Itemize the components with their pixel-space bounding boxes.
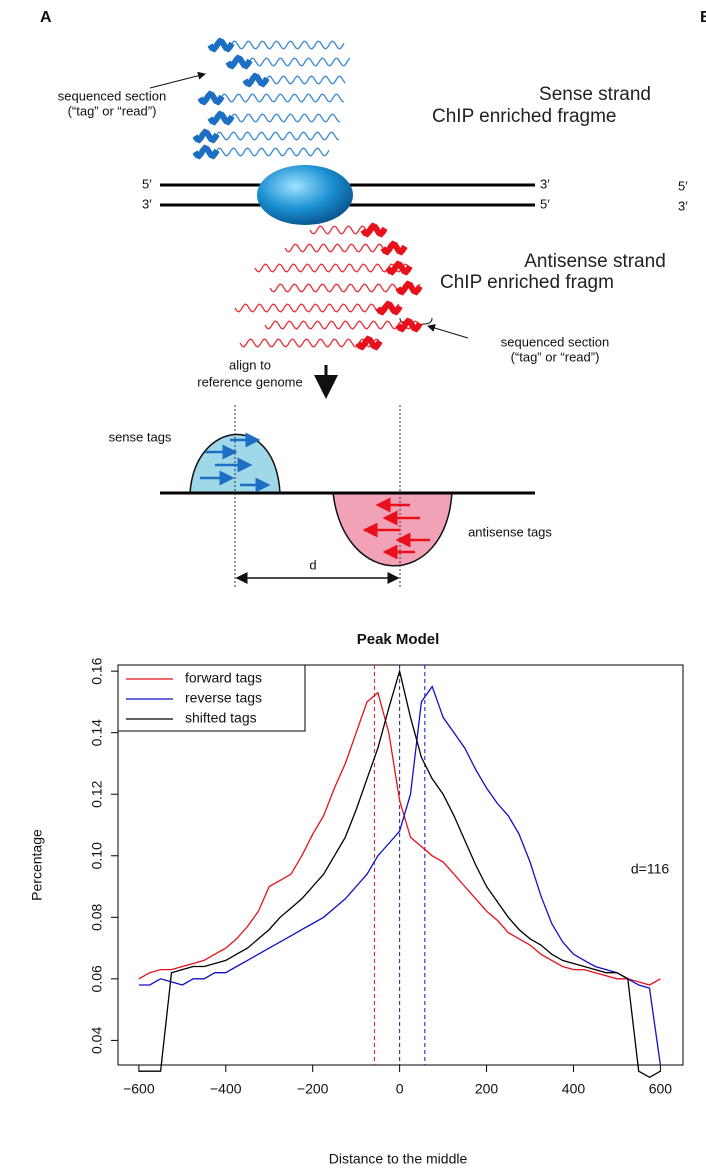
diagram: A B sequenced section (“tag” or “read”) … [40, 9, 706, 587]
annotation: (“tag” or “read”) [511, 349, 600, 364]
panel-label: A [40, 9, 52, 26]
arrow [427, 324, 469, 339]
x-tick-label: −400 [210, 1081, 242, 1097]
plot-frame [117, 664, 684, 1066]
data-line [138, 668, 661, 1079]
y-tick-label: 0.06 [89, 965, 105, 992]
annotation: sequenced section [58, 88, 166, 103]
label: 5′ [142, 176, 152, 191]
y-tick-label: 0.14 [89, 719, 105, 746]
sense-tag-arrows [200, 432, 271, 493]
x-tick-label: 0 [396, 1081, 404, 1097]
fragment [234, 303, 400, 313]
fragment [199, 93, 345, 103]
tag [360, 222, 388, 238]
tag [207, 110, 235, 126]
label: ChIP enriched fragme [432, 106, 616, 127]
tag [355, 335, 383, 351]
arrow [149, 71, 206, 89]
label: ChIP enriched fragm [440, 272, 614, 293]
label: d [309, 557, 316, 572]
label: Antisense strand [524, 251, 666, 272]
fragment [194, 131, 340, 141]
panel-label: B [700, 9, 706, 26]
annotation: align to [229, 357, 271, 372]
antisense-tag-arrows [362, 497, 430, 560]
legend-label: forward tags [185, 670, 262, 686]
label: 3′ [540, 176, 550, 191]
x-tick-label: 600 [649, 1081, 673, 1097]
legend-label: reverse tags [185, 690, 262, 706]
tag [385, 260, 413, 276]
annotation: sequenced section [501, 334, 609, 349]
fragment [194, 147, 330, 157]
label: antisense tags [468, 524, 552, 539]
y-tick-label: 0.10 [89, 842, 105, 869]
label: Sense strand [539, 84, 651, 105]
label: 5′ [540, 196, 550, 211]
x-tick-label: 200 [475, 1081, 499, 1097]
data-line [138, 691, 661, 986]
tag [380, 240, 408, 256]
tag [192, 144, 220, 160]
annotation: (“tag” or “read”) [68, 103, 157, 118]
legend-box [117, 664, 306, 732]
y-tick-label: 0.04 [89, 1027, 105, 1054]
tag [242, 72, 270, 88]
x-tick-label: −600 [123, 1081, 155, 1097]
y-tick-label: 0.16 [89, 657, 105, 684]
data-line [138, 685, 662, 1066]
chart-title: Peak Model [357, 631, 440, 648]
x-tick-label: −200 [297, 1081, 329, 1097]
fragment [269, 283, 421, 293]
label: sense tags [109, 429, 172, 444]
fragment [254, 263, 410, 273]
legend-label: shifted tags [185, 710, 257, 726]
tag [395, 317, 423, 333]
protein [257, 165, 353, 225]
tag [375, 300, 403, 316]
tag [197, 90, 225, 106]
annotation: reference genome [197, 374, 303, 389]
tag [395, 280, 423, 296]
x-tick-label: 400 [562, 1081, 586, 1097]
annotation: d=116 [631, 861, 669, 877]
label: 3′ [678, 198, 688, 213]
fragment [264, 320, 420, 330]
x-axis-label: Distance to the middle [329, 1151, 468, 1167]
y-tick-label: 0.12 [89, 780, 105, 807]
tag [192, 128, 220, 144]
y-axis-label: Percentage [29, 829, 45, 901]
fragment [209, 40, 345, 50]
label: 5′ [678, 178, 688, 193]
y-tick-label: 0.08 [89, 903, 105, 930]
tag [207, 37, 235, 53]
label: 3′ [142, 196, 152, 211]
tag [225, 54, 253, 70]
